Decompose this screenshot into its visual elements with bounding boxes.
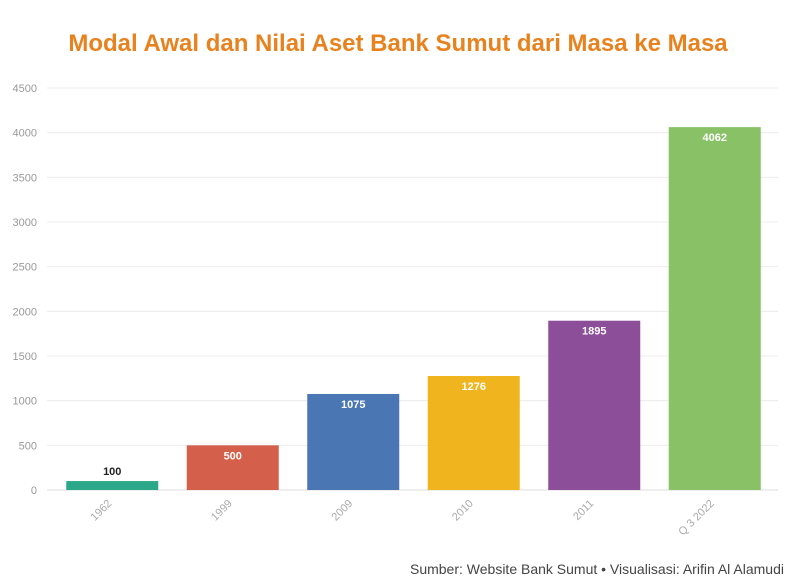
- data-label: 4062: [703, 132, 727, 144]
- data-label: 500: [224, 450, 242, 462]
- bar: [427, 376, 520, 490]
- bar: [186, 445, 279, 490]
- x-tick-label: Q 3 2022: [676, 498, 716, 538]
- y-tick-label: 1500: [13, 351, 37, 363]
- x-tick-label: 2011: [571, 498, 596, 523]
- x-tick-label: 1962: [89, 498, 115, 524]
- x-tick-label: 1999: [209, 498, 235, 524]
- x-axis-ticks: 1962 1999 2009 2010 2011 Q 3 2022: [89, 498, 717, 538]
- bar: [668, 127, 761, 491]
- bar: [307, 393, 400, 490]
- y-tick-label: 500: [19, 440, 37, 452]
- source-note: Sumber: Website Bank Sumut • Visualisasi…: [409, 561, 784, 577]
- y-tick-label: 4000: [13, 128, 37, 140]
- data-label: 100: [103, 466, 121, 478]
- y-tick-label: 0: [31, 485, 37, 497]
- y-tick-label: 4500: [13, 83, 37, 95]
- bars: [66, 127, 761, 491]
- data-label: 1276: [462, 381, 486, 393]
- bar: [548, 320, 641, 490]
- data-label: 1895: [582, 326, 606, 338]
- y-axis-ticks: 0 500 1000 1500 2000 2500 3000 3500 4000 4500: [13, 83, 37, 497]
- data-labels: 100 500 1075 1276 1895 4062: [103, 132, 727, 478]
- y-tick-label: 3500: [13, 172, 37, 184]
- y-tick-label: 2500: [13, 262, 37, 274]
- y-tick-label: 3000: [13, 217, 37, 229]
- x-tick-label: 2010: [450, 498, 476, 524]
- data-label: 1075: [341, 399, 365, 411]
- bar: [66, 481, 159, 490]
- chart-title: Modal Awal dan Nilai Aset Bank Sumut dar…: [68, 30, 728, 57]
- x-tick-label: 2009: [330, 498, 356, 524]
- gridlines: [47, 87, 778, 491]
- y-tick-label: 1000: [13, 396, 37, 408]
- y-tick-label: 2000: [13, 306, 37, 318]
